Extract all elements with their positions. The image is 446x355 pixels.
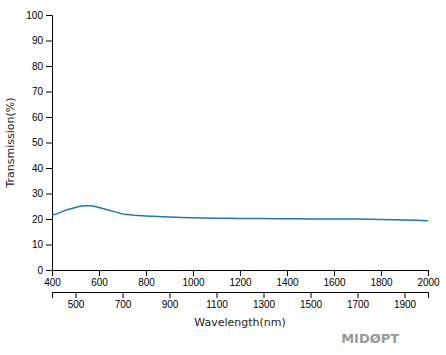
x-tick-label: 2000 [417, 277, 440, 288]
y-tick-mark [46, 66, 52, 67]
x2-tick-label: 900 [162, 299, 179, 310]
y-tick: 70 [32, 86, 52, 97]
x-tick-mark [193, 270, 194, 276]
x-tick-label: 1200 [229, 277, 252, 288]
y-tick-label: 30 [32, 188, 44, 199]
y-tick-label: 90 [32, 35, 44, 46]
y-tick-mark [46, 117, 52, 118]
x-tick: 1800 [370, 270, 393, 288]
x2-tick-mark [76, 292, 77, 298]
x-tick-mark [381, 270, 382, 276]
x2-tick: 700 [115, 292, 132, 310]
x2-tick-mark [170, 292, 171, 298]
y-tick-mark [46, 41, 52, 42]
x2-tick-label: 700 [115, 299, 132, 310]
x2-tick: 1700 [347, 292, 370, 310]
y-tick-mark [46, 219, 52, 220]
x2-tick-label: 1300 [253, 299, 276, 310]
y-tick-label: 0 [37, 265, 43, 276]
y-tick: 0 [37, 265, 52, 276]
y-tick-label: 70 [32, 86, 44, 97]
x2-tick: 900 [162, 292, 179, 310]
y-tick-mark [46, 245, 52, 246]
y-tick-mark [46, 143, 52, 144]
x-tick-mark [99, 270, 100, 276]
x2-tick-mark [217, 292, 218, 298]
y-tick-mark [46, 270, 52, 271]
x2-tick-mark [405, 292, 406, 298]
x2-axis: 500 700 900 1100 1300 1500 1700 1900 [53, 292, 429, 310]
y-tick-mark [46, 168, 52, 169]
x-tick: 2000 [417, 270, 440, 288]
x-tick: 600 [91, 270, 108, 288]
y-tick-label: 60 [32, 112, 44, 123]
y-tick: 10 [32, 239, 52, 250]
x2-tick: 500 [68, 292, 85, 310]
x2-tick: 1100 [206, 292, 228, 310]
x-tick-label: 1600 [323, 277, 346, 288]
x2-tick: 1500 [300, 292, 323, 310]
x-tick-mark [146, 270, 147, 276]
x-tick-mark [240, 270, 241, 276]
y-axis-line [46, 16, 53, 271]
watermark: MIDØPT [341, 331, 399, 346]
y-tick-label: 80 [32, 61, 44, 72]
x-tick-label: 1000 [182, 277, 205, 288]
x-axis-line [53, 271, 429, 277]
x-tick-label: 800 [138, 277, 155, 288]
x2-tick-mark [358, 292, 359, 298]
x2-tick-mark [311, 292, 312, 298]
x-tick-mark [287, 270, 288, 276]
y-tick-mark [46, 194, 52, 195]
x2-tick: 1900 [394, 292, 417, 310]
y-tick: 30 [32, 188, 52, 199]
x2-tick-label: 1700 [347, 299, 370, 310]
y-tick: 40 [32, 163, 52, 174]
y-tick: 20 [32, 214, 52, 225]
y-tick-mark [46, 92, 52, 93]
x-tick-mark [334, 270, 335, 276]
x-tick-label: 400 [44, 277, 61, 288]
marks [52, 206, 428, 221]
x2-tick-label: 500 [68, 299, 85, 310]
x2-tick: 1300 [253, 292, 276, 310]
y-tick: 60 [32, 112, 52, 123]
y-tick: 80 [32, 61, 52, 72]
y-tick: 50 [32, 137, 52, 148]
x-tick-label: 1800 [370, 277, 393, 288]
x-axis-title: Wavelength(nm) [194, 316, 286, 329]
x-tick-mark [52, 270, 53, 276]
x2-tick-label: 1900 [394, 299, 417, 310]
x2-axis-line [53, 293, 429, 299]
x2-tick-mark [123, 292, 124, 298]
line [52, 206, 428, 221]
y-tick-label: 50 [32, 137, 44, 148]
x-tick-mark [428, 270, 429, 276]
y-axis: 0 10 20 30 40 50 60 70 80 90 100 [26, 10, 52, 276]
x-axis: 400 600 800 1000 1200 1400 1600 1800 2000 [44, 270, 440, 288]
y-axis-title: Transmission(%) [4, 97, 17, 188]
y-tick: 90 [32, 35, 52, 46]
y-tick-label: 40 [32, 163, 44, 174]
x-tick: 1000 [182, 270, 205, 288]
y-tick: 100 [26, 10, 52, 21]
x2-tick-label: 1100 [206, 299, 228, 310]
plot-area: 0102030405060708090100400600800100012001… [26, 10, 440, 310]
chart: 0102030405060708090100400600800100012001… [0, 0, 446, 355]
y-tick-mark [46, 15, 52, 16]
x-tick: 400 [44, 270, 61, 288]
x-tick: 800 [138, 270, 155, 288]
x2-tick-label: 1500 [300, 299, 323, 310]
x-tick-label: 1400 [276, 277, 299, 288]
y-tick-label: 10 [32, 239, 44, 250]
x-tick: 1600 [323, 270, 346, 288]
y-tick-label: 20 [32, 214, 44, 225]
x-tick: 1400 [276, 270, 299, 288]
x2-tick-mark [264, 292, 265, 298]
y-tick-label: 100 [26, 10, 43, 21]
x-tick-label: 600 [91, 277, 108, 288]
x-tick: 1200 [229, 270, 252, 288]
